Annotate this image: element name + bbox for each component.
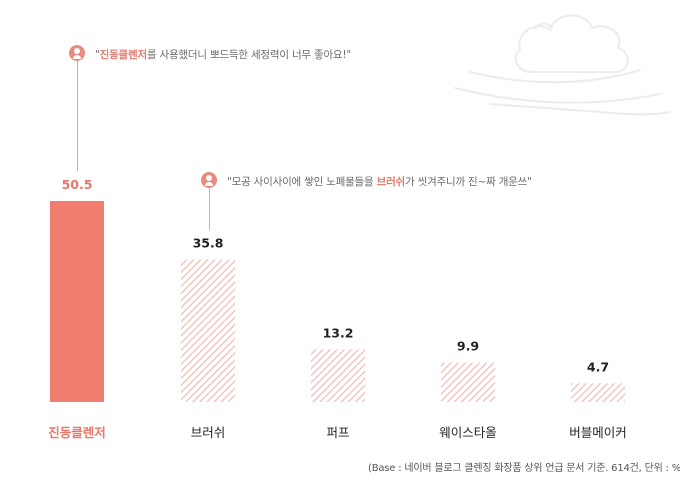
bar-bubble-maker [571, 383, 625, 402]
quote-suffix: 가 씻겨주니까 진~짜 개운쓰" [405, 176, 532, 188]
category-label-puff: 퍼프 [326, 425, 349, 440]
category-label-vibration-cleanser: 진동클렌저 [48, 425, 106, 440]
review-quote: "모공 사이사이에 쌓인 노폐물들을 브러쉬가 씻겨주니까 진~짜 개운쓰" [227, 174, 532, 189]
review-quote: "진동클렌저를 사용했더니 뽀드득한 세정력이 너무 좋아요!" [95, 47, 351, 62]
quote-prefix: " [95, 49, 100, 61]
source-note: (Base : 네이버 블로그 클렌징 화장품 상위 언급 문서 기준. 614… [368, 463, 680, 474]
quote-highlight: 브러쉬 [376, 176, 406, 188]
quote-prefix: "모공 사이사이에 쌓인 노폐물들을 [227, 176, 377, 188]
callout-line [209, 188, 210, 230]
quote-suffix: 를 사용했더니 뽀드득한 세정력이 너무 좋아요!" [146, 49, 352, 61]
user-icon [201, 172, 217, 188]
value-label-vibration-cleanser: 50.5 [62, 177, 93, 192]
callout-line [77, 61, 78, 171]
value-label-brush: 35.8 [193, 236, 224, 251]
value-label-wash-towel: 9.9 [457, 339, 479, 354]
quote-highlight: 진동클렌저 [99, 49, 148, 61]
bar-puff [311, 349, 365, 402]
bar-brush [181, 259, 235, 402]
bar-vibration-cleanser [50, 201, 104, 402]
user-icon [69, 45, 85, 61]
category-label-brush: 브러쉬 [191, 425, 226, 440]
value-label-bubble-maker: 4.7 [587, 359, 609, 374]
bars-layer: 50.5 진동클렌저 35.8 브러쉬 13.2 퍼프 9.9 웨이스타올 4.7 버블메이커 [48, 177, 627, 440]
category-label-wash-towel: 웨이스타올 [439, 425, 497, 440]
value-label-puff: 13.2 [323, 325, 354, 340]
bar-wash-towel [441, 362, 495, 402]
category-label-bubble-maker: 버블메이커 [569, 425, 627, 440]
foam-hand-icon [454, 14, 671, 116]
